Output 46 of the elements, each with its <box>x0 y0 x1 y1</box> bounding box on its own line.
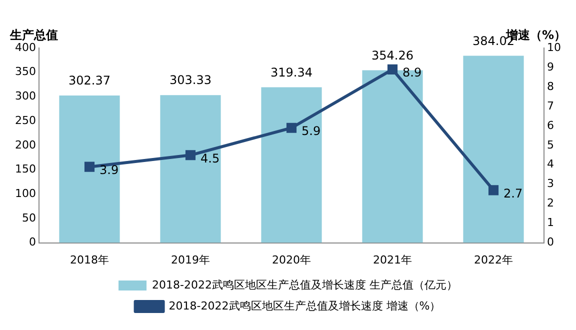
y-axis-title: 生产总值 <box>9 28 58 42</box>
y-tick-label: 100 <box>14 186 36 200</box>
y-tick-label: 200 <box>14 138 36 152</box>
y-tick-label: 300 <box>14 90 36 103</box>
y-tick-label: 50 <box>22 211 36 224</box>
y-tick-label: 400 <box>14 40 36 54</box>
y-tick-label: 0 <box>28 236 36 249</box>
point <box>185 150 196 160</box>
y2-tick-label: 6 <box>547 118 554 132</box>
y2-tick-label: 3 <box>547 177 554 190</box>
data-label: 5.9 <box>302 124 321 138</box>
y2-tick-label: 9 <box>547 60 554 74</box>
point <box>488 185 499 196</box>
data-label: 303.33 <box>170 73 212 88</box>
y2-tick-label: 0 <box>547 236 554 249</box>
bar <box>59 96 120 243</box>
x-tick-label: 2018年 <box>70 253 109 266</box>
data-label: 319.34 <box>270 65 312 80</box>
y2-tick-label: 10 <box>547 40 562 54</box>
y-tick-label: 350 <box>14 65 36 78</box>
y2-tick-label: 4 <box>547 158 554 171</box>
y2-tick-label: 8 <box>547 80 554 93</box>
y2-tick-label: 5 <box>547 138 554 152</box>
data-label: 302.37 <box>68 74 110 88</box>
data-label: 354.26 <box>372 48 414 62</box>
x-tick-label: 2021年 <box>373 253 412 266</box>
point <box>387 64 398 74</box>
x-tick-label: 2020年 <box>272 253 311 266</box>
legend-label: 2018-2022武鸣区地区生产总值及增长速度 增速（%） <box>168 299 441 312</box>
point <box>84 162 95 172</box>
y2-tick-label: 1 <box>547 216 554 230</box>
data-label: 2.7 <box>504 186 523 200</box>
bar <box>160 95 221 243</box>
data-label: 4.5 <box>200 151 220 166</box>
legend-label: 2018-2022武鸣区地区生产总值及增长速度 生产总值（亿元） <box>152 278 458 292</box>
y2-tick-label: 7 <box>547 99 554 112</box>
point <box>286 122 297 133</box>
y-tick-label: 150 <box>14 162 36 176</box>
x-tick-label: 2019年 <box>171 253 210 266</box>
y2-tick-label: 2 <box>547 196 554 210</box>
y-tick-label: 250 <box>14 114 36 127</box>
bar <box>463 56 524 243</box>
data-label: 8.9 <box>402 66 422 80</box>
data-label: 3.9 <box>99 162 119 177</box>
x-tick-label: 2022年 <box>474 253 513 266</box>
bar <box>261 87 322 243</box>
